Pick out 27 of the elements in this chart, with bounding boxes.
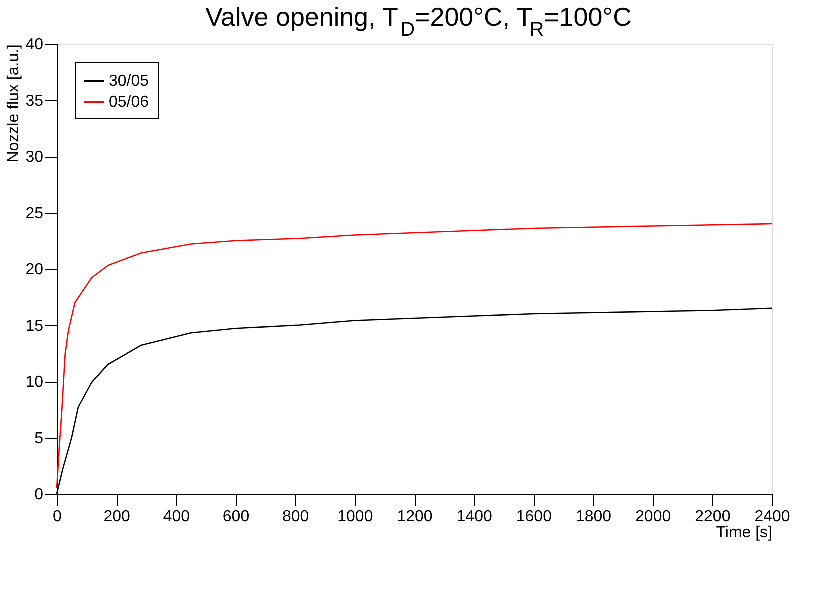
x-axis-title: Time [s] xyxy=(716,524,772,542)
legend-label: 05/06 xyxy=(109,94,150,111)
x-tick-label: 200 xyxy=(104,508,131,526)
x-tick-label: 600 xyxy=(222,508,250,526)
x-tick-label: 1000 xyxy=(338,508,374,526)
x-tick-label: 1200 xyxy=(397,508,433,526)
x-tick-label: 1800 xyxy=(576,508,612,526)
line-series xyxy=(56,223,773,490)
y-tick-label: 30 xyxy=(26,149,44,166)
legend-label: 30/05 xyxy=(109,73,150,90)
x-tick-label: 1400 xyxy=(456,508,492,526)
x-tick-label: 2400 xyxy=(754,508,790,526)
y-axis-title: Nozzle flux [a.u.] xyxy=(6,44,23,163)
x-tick-label: 2000 xyxy=(636,508,672,526)
x-tick-label: 0 xyxy=(53,508,62,526)
x-tick-label: 400 xyxy=(163,508,190,526)
x-tick-label: 800 xyxy=(282,508,310,526)
y-tick-label: 0 xyxy=(34,486,44,504)
x-tick-label: 2200 xyxy=(695,508,731,526)
y-tick-label: 5 xyxy=(34,430,44,448)
y-tick-label: 10 xyxy=(26,374,44,391)
y-tick-label: 15 xyxy=(26,318,44,335)
y-tick-label: 40 xyxy=(26,36,44,54)
y-tick-label: 25 xyxy=(26,205,44,222)
y-tick-label: 20 xyxy=(26,262,44,278)
x-tick-label: 1600 xyxy=(516,508,552,526)
y-tick-label: 35 xyxy=(26,92,44,110)
